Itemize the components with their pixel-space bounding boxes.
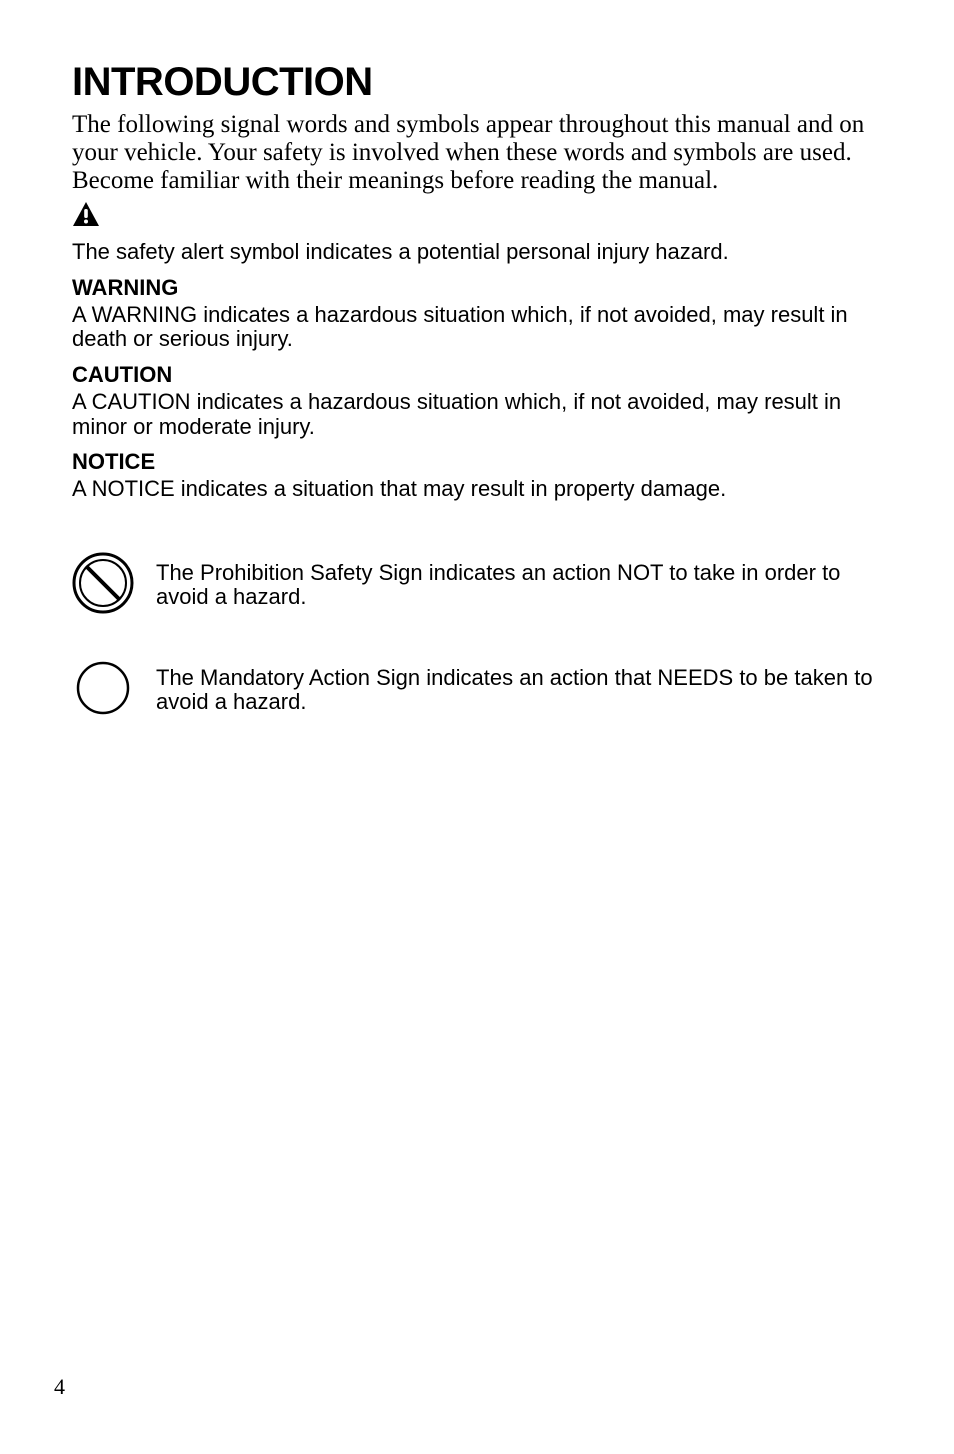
- intro-paragraph: The following signal words and symbols a…: [72, 111, 882, 195]
- mandatory-sign-icon: [72, 657, 134, 724]
- safety-alert-icon: [72, 201, 882, 232]
- notice-heading: NOTICE: [72, 449, 882, 475]
- caution-heading: CAUTION: [72, 362, 882, 388]
- caution-body: A CAUTION indicates a hazardous situatio…: [72, 390, 882, 439]
- prohibition-sign-text: The Prohibition Safety Sign indicates an…: [156, 561, 882, 610]
- mandatory-sign-text: The Mandatory Action Sign indicates an a…: [156, 666, 882, 715]
- notice-body: A NOTICE indicates a situation that may …: [72, 477, 882, 502]
- page-title: INTRODUCTION: [72, 60, 882, 105]
- prohibition-sign-row: The Prohibition Safety Sign indicates an…: [72, 552, 882, 619]
- mandatory-sign-row: The Mandatory Action Sign indicates an a…: [72, 657, 882, 724]
- warning-heading: WARNING: [72, 275, 882, 301]
- prohibition-sign-icon: [72, 552, 134, 619]
- page-number: 4: [54, 1374, 65, 1400]
- safety-alert-description: The safety alert symbol indicates a pote…: [72, 240, 882, 265]
- warning-body: A WARNING indicates a hazardous situatio…: [72, 303, 882, 352]
